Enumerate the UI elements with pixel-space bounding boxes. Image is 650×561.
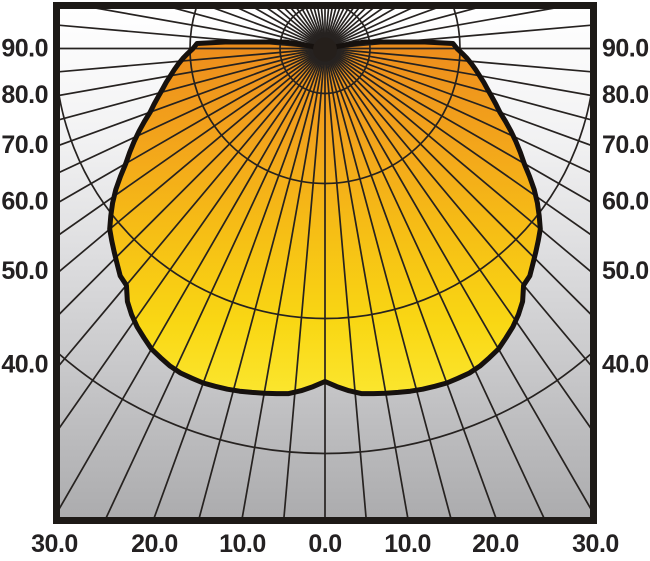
left-axis-label: 40.0: [1, 350, 48, 378]
right-axis-label: 90.0: [602, 35, 649, 63]
polar-grid-ray: [213, 9, 326, 50]
polar-grid-ray: [324, 48, 590, 429]
polar-grid-ray: [60, 47, 326, 366]
polar-grid-ray: [60, 47, 326, 315]
right-axis-label: 80.0: [602, 81, 649, 109]
polar-grid-ray: [324, 47, 590, 203]
polar-grid-ray: [324, 47, 590, 315]
polar-grid-ray: [60, 48, 326, 429]
polar-grid-ray: [60, 47, 326, 272]
polar-grid-ray: [174, 9, 326, 50]
polar-grid-ray: [241, 48, 326, 517]
intensity-lobe-outline: [107, 39, 543, 397]
right-axis-label: 50.0: [602, 257, 649, 285]
polar-grid-ray: [324, 48, 590, 510]
polar-grid-ray: [324, 47, 590, 73]
right-axis-label: 60.0: [602, 188, 649, 216]
polar-grid-ray: [324, 48, 497, 517]
polar-grid-ray: [60, 47, 326, 203]
polar-grid-ray: [60, 47, 326, 146]
polar-grid-ray: [324, 9, 437, 50]
bottom-axis-label: 0.0: [308, 530, 341, 558]
left-axis-label: 80.0: [1, 81, 48, 109]
bottom-axis-label: 20.0: [472, 530, 519, 558]
polar-grid-ray: [324, 47, 590, 366]
left-axis-label: 70.0: [1, 131, 48, 159]
polar-grid-ray: [283, 48, 326, 517]
left-axis-label: 90.0: [1, 35, 48, 63]
polar-grid-ray: [60, 47, 326, 174]
polar-grid-ray: [324, 47, 590, 97]
polar-grid-ray: [105, 48, 326, 517]
polar-grid-ray: [324, 47, 590, 146]
left-axis-label: 60.0: [1, 188, 48, 216]
polar-grid-ray: [153, 48, 326, 517]
plot-frame: [53, 2, 597, 524]
polar-grid-ray: [324, 48, 409, 517]
polar-grid-ray: [324, 48, 452, 517]
polar-grid-ray: [96, 9, 326, 50]
polar-grid-ray: [60, 47, 326, 97]
bottom-axis-label: 30.0: [572, 530, 619, 558]
lamp-center-hub: [313, 37, 337, 62]
bottom-axis-label: 10.0: [384, 530, 431, 558]
polar-grid-ray: [324, 47, 590, 174]
polar-grid-ray: [60, 47, 326, 121]
right-axis-label: 70.0: [602, 131, 649, 159]
polar-grid-ray: [324, 9, 476, 50]
right-axis-label: 40.0: [602, 350, 649, 378]
polar-grid-ray: [60, 47, 326, 73]
bottom-axis-label: 20.0: [131, 530, 178, 558]
polar-grid-ray: [60, 48, 326, 510]
bottom-axis-label: 10.0: [219, 530, 266, 558]
polar-grid-ray: [324, 47, 590, 121]
polar-grid-ray: [198, 48, 326, 517]
left-axis-label: 50.0: [1, 257, 48, 285]
polar-grid-ray: [60, 47, 326, 236]
polar-grid-ray: [324, 48, 367, 517]
polar-grid-ray: [324, 48, 545, 517]
polar-grid-ray: [324, 47, 590, 272]
polar-grid-ray: [324, 9, 554, 50]
polar-grid-ray: [324, 47, 590, 236]
bottom-axis-label: 30.0: [31, 530, 78, 558]
